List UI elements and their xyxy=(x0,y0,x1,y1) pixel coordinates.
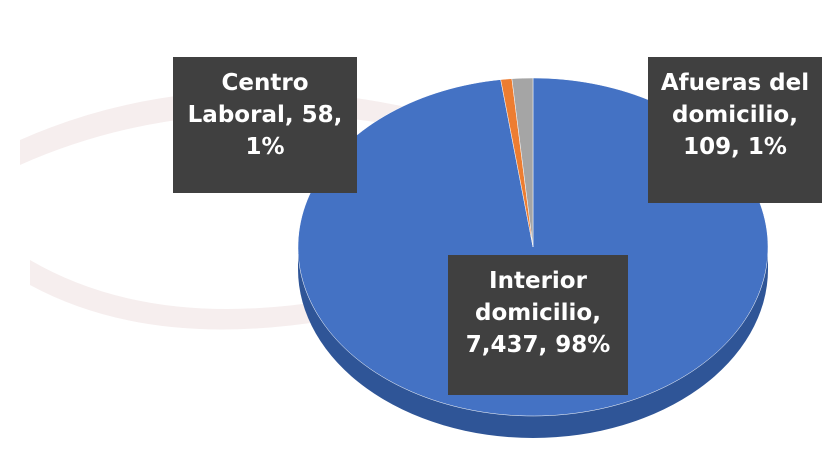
pie-slice xyxy=(511,77,534,248)
data-label: Interior domicilio, 7,437, 98% xyxy=(448,255,628,395)
data-label: Centro Laboral, 58, 1% xyxy=(173,57,357,193)
data-label: Afueras del domicilio, 109, 1% xyxy=(648,57,822,203)
watermark xyxy=(30,260,330,330)
